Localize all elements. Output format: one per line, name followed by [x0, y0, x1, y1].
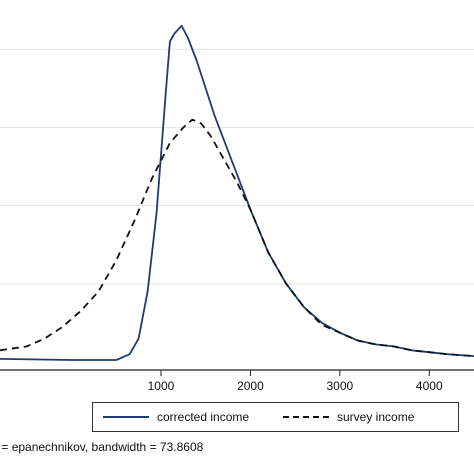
kernel-note: nel = epanechnikov, bandwidth = 73.8608	[0, 440, 204, 454]
legend-label-survey-income: survey income	[337, 410, 415, 424]
series-line-corrected-income	[0, 24, 474, 361]
x-tick-label-2000: 2000	[237, 379, 264, 393]
series-line-survey-income	[0, 118, 474, 357]
x-tick-label-1000: 1000	[148, 379, 175, 393]
legend-swatch-solid-line	[103, 416, 149, 418]
x-tick-label-4000: 4000	[416, 379, 443, 393]
x-tick-label-3000: 3000	[326, 379, 353, 393]
axis-layer: 1000 2000 3000 4000	[0, 369, 474, 393]
legend: corrected income survey income	[92, 402, 459, 432]
legend-label-corrected-income: corrected income	[157, 410, 250, 424]
grid-layer	[0, 48, 474, 285]
series-layer	[0, 24, 474, 361]
legend-item-corrected-income: corrected income	[103, 403, 249, 431]
legend-item-survey-income: survey income	[283, 403, 414, 431]
legend-swatch-dashed-line	[283, 416, 329, 418]
